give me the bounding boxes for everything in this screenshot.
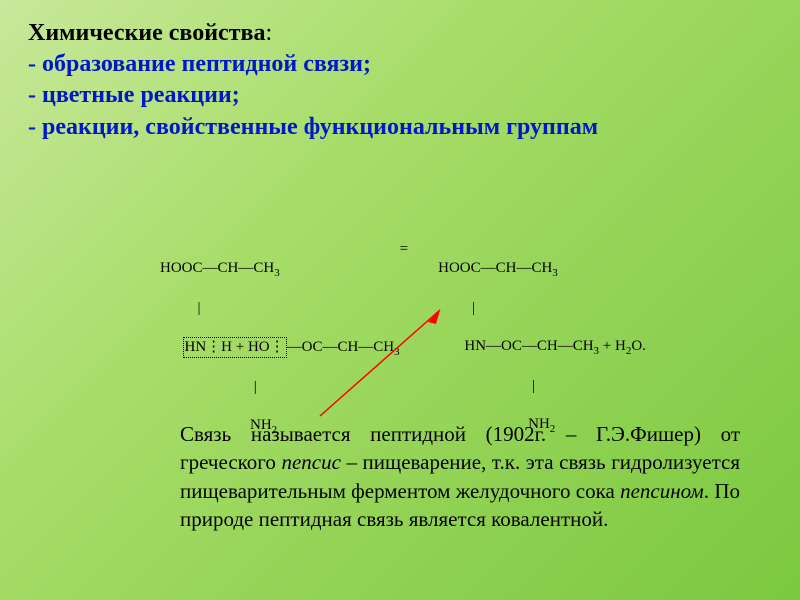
body-paragraph: Связь называется пептидной (1902г. – Г.Э… bbox=[180, 420, 740, 533]
rx-r-mid-a: | bbox=[438, 300, 475, 316]
leaving-group-box: HN⋮H + HO⋮ bbox=[183, 337, 287, 358]
heading-item-1: - образование пептидной связи; bbox=[28, 49, 760, 80]
rx-l-after-sub: 3 bbox=[394, 346, 400, 358]
rx-l-top-sub: 3 bbox=[274, 267, 280, 279]
rx-r-top-sub: 3 bbox=[552, 267, 558, 279]
para-i2: пепсином bbox=[620, 479, 704, 503]
rx-l-top: HOOC—CH—CH bbox=[160, 260, 274, 276]
rx-l-after: —OC—CH—CH bbox=[287, 339, 395, 355]
rx-l-mid-a: | bbox=[160, 300, 201, 316]
rx-l-bot-a: | bbox=[160, 379, 257, 395]
rx-r-bot-a: | bbox=[438, 378, 535, 394]
rx-r-mid: HN—OC—CH—CH bbox=[438, 338, 593, 354]
heading-colon: : bbox=[265, 20, 272, 46]
heading-item-3: - реакции, свойственные функциональным г… bbox=[28, 112, 760, 143]
heading-item-2: - цветные реакции; bbox=[28, 80, 760, 111]
rx-l-box-wrap: HN⋮H + HO⋮ bbox=[160, 339, 287, 355]
heading-block: Химические свойства: - образование пепти… bbox=[28, 18, 760, 143]
rx-r-tail2: O. bbox=[631, 338, 646, 354]
rx-r-top: HOOC—CH—CH bbox=[438, 260, 552, 276]
rx-r-tail: + H bbox=[599, 338, 626, 354]
heading-title: Химические свойства bbox=[28, 20, 265, 46]
para-i1: пепсис bbox=[281, 450, 340, 474]
